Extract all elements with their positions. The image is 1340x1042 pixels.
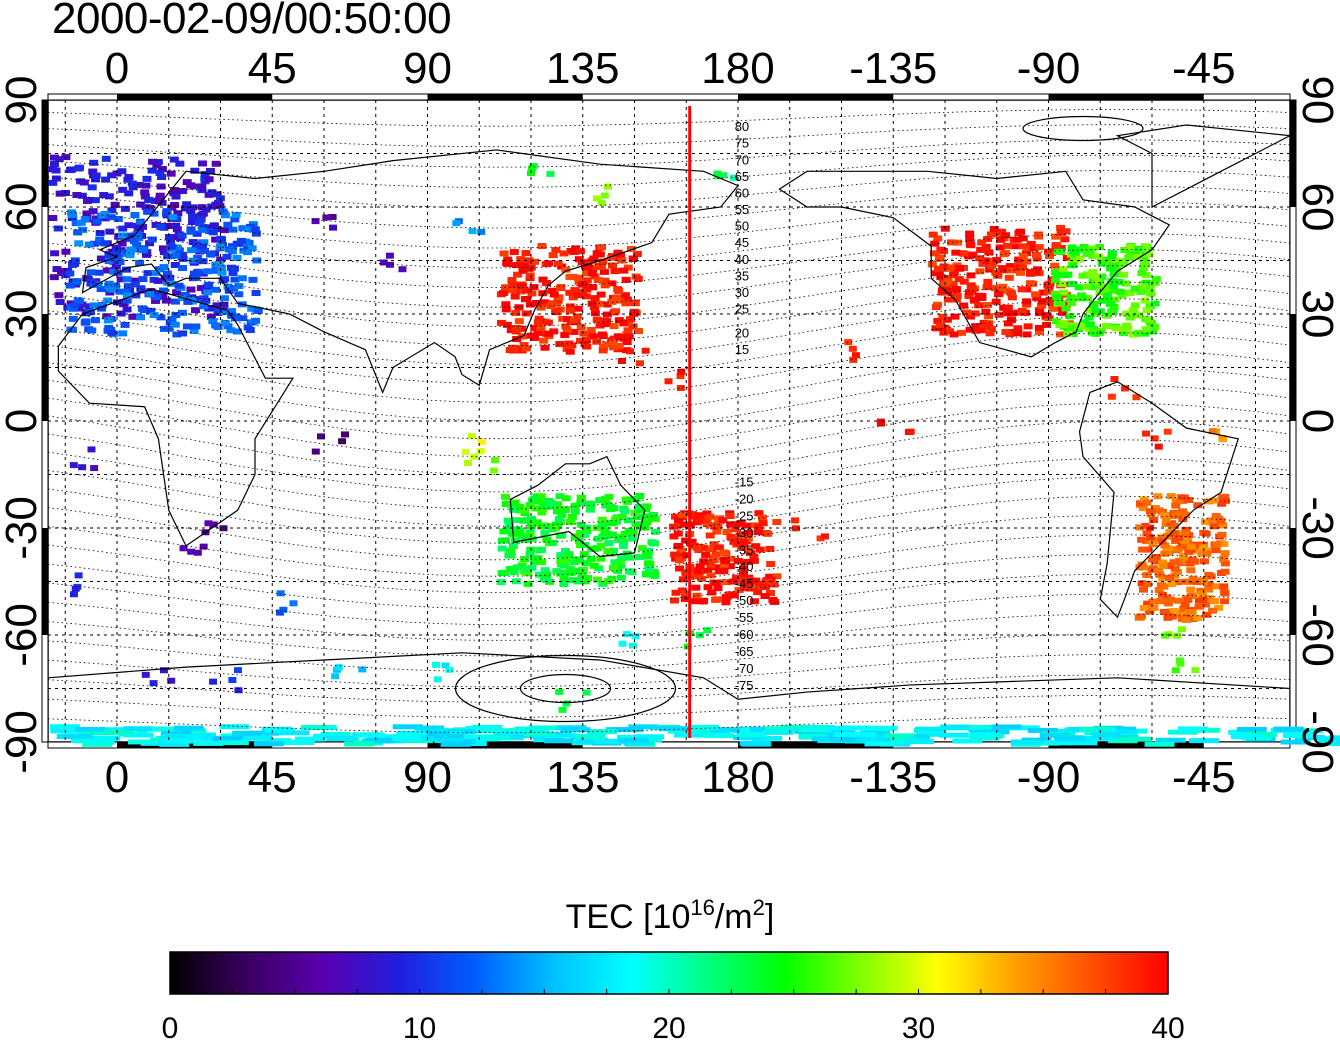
contour-label-north: 45 bbox=[735, 235, 749, 250]
north-pole-ring bbox=[1022, 115, 1144, 142]
left-lat-label: 30 bbox=[0, 290, 46, 339]
left-lat-label: -90 bbox=[0, 710, 46, 774]
coastline-europe-asia bbox=[81, 149, 739, 395]
contour-label-south: -55 bbox=[735, 610, 754, 625]
tec-data-layer bbox=[48, 154, 1340, 747]
right-lat-label: 0 bbox=[1293, 409, 1340, 433]
contour-label-south: -35 bbox=[735, 542, 754, 557]
top-lon-label: 135 bbox=[546, 44, 619, 93]
top-lon-label: 0 bbox=[105, 44, 129, 93]
contour-label-north: 30 bbox=[735, 285, 749, 300]
top-lon-label: 90 bbox=[403, 44, 452, 93]
top-lon-label: -45 bbox=[1172, 44, 1236, 93]
bottom-lon-label: 45 bbox=[248, 753, 297, 802]
contour-label-north: 15 bbox=[735, 342, 749, 357]
colorbar-tick-label: 10 bbox=[403, 1012, 436, 1042]
contour-label-south: -75 bbox=[735, 678, 754, 693]
left-lat-label: -30 bbox=[0, 496, 46, 560]
left-lat-label: 90 bbox=[0, 76, 46, 125]
contour-label-south: -30 bbox=[735, 525, 754, 540]
colorbar-tick-label: 30 bbox=[902, 1012, 935, 1042]
colorbar-gradient bbox=[169, 951, 1169, 995]
right-lat-label: -90 bbox=[1293, 710, 1340, 774]
contour-label-north: 60 bbox=[735, 185, 749, 200]
contour-label-south: -40 bbox=[735, 559, 754, 574]
contour-label-north: 40 bbox=[735, 252, 749, 267]
colorbar-tick-label: 20 bbox=[652, 1012, 685, 1042]
tec-region-2 bbox=[496, 243, 643, 355]
contour-label-north: 35 bbox=[735, 268, 749, 283]
map-title: 2000-02-09/00:50:00 bbox=[52, 0, 452, 43]
magnetic-contours: 8075706560555045403530252015-15-20-25-30… bbox=[47, 109, 1291, 733]
tec-region-3 bbox=[927, 224, 1074, 338]
coastline-africa bbox=[57, 288, 295, 547]
top-lon-label: 45 bbox=[248, 44, 297, 93]
contour-label-north: 50 bbox=[735, 219, 749, 234]
contour-label-south: -20 bbox=[735, 491, 754, 506]
top-lon-label: 180 bbox=[701, 44, 774, 93]
contour-label-north: 75 bbox=[735, 136, 749, 151]
bottom-lon-label: 90 bbox=[403, 753, 452, 802]
contour-label-north: 80 bbox=[735, 119, 749, 134]
tec-colorbar: 0 10 20 30 40 TEC [1016/m2] bbox=[162, 895, 1185, 1042]
bottom-lon-label: -45 bbox=[1172, 753, 1236, 802]
top-lon-label: -135 bbox=[849, 44, 937, 93]
contour-label-south: -45 bbox=[735, 576, 754, 591]
coastline-south-america bbox=[1078, 381, 1240, 619]
contour-label-south: -50 bbox=[735, 593, 754, 608]
tec-region-8 bbox=[49, 724, 1340, 747]
grid-lines bbox=[48, 100, 1290, 742]
right-lat-label: 60 bbox=[1293, 183, 1340, 232]
right-lat-label: -30 bbox=[1293, 496, 1340, 560]
bottom-lon-label: 135 bbox=[546, 753, 619, 802]
right-lat-label: 30 bbox=[1293, 290, 1340, 339]
contour-label-north: 20 bbox=[735, 325, 749, 340]
top-lon-label: -90 bbox=[1017, 44, 1081, 93]
contour-label-south: -60 bbox=[735, 627, 754, 642]
contour-label-south: -70 bbox=[735, 661, 754, 676]
map-frame bbox=[41, 93, 1297, 749]
contour-label-south: -25 bbox=[735, 508, 754, 523]
tec-scatter-points bbox=[69, 163, 1228, 713]
left-lat-label: -60 bbox=[0, 603, 46, 667]
contour-label-north: 65 bbox=[735, 169, 749, 184]
tec-region-1 bbox=[65, 208, 263, 338]
coastline-australia bbox=[509, 455, 646, 558]
tec-region-7 bbox=[496, 493, 661, 588]
contour-label-north: 70 bbox=[735, 152, 749, 167]
colorbar-tick-label: 40 bbox=[1151, 1012, 1184, 1042]
axis-labels: 0 45 90 135 180 -135 -90 -45 0 45 90 135 180 -135 -90 -… bbox=[0, 44, 1340, 802]
bottom-lon-label: 180 bbox=[701, 753, 774, 802]
bottom-lon-label: -90 bbox=[1017, 753, 1081, 802]
right-lat-label: -60 bbox=[1293, 603, 1340, 667]
bottom-lon-label: -135 bbox=[849, 753, 937, 802]
bottom-lon-label: 0 bbox=[105, 753, 129, 802]
contour-label-south: -15 bbox=[735, 475, 754, 490]
contour-label-south: -65 bbox=[735, 644, 754, 659]
colorbar-tick-label: 0 bbox=[162, 1012, 179, 1042]
contour-label-north: 55 bbox=[735, 202, 749, 217]
left-lat-label: 0 bbox=[0, 409, 46, 433]
colorbar-title: TEC [1016/m2] bbox=[566, 895, 775, 936]
left-lat-label: 60 bbox=[0, 183, 46, 232]
tec-region-6 bbox=[1134, 493, 1230, 623]
right-lat-label: 90 bbox=[1293, 76, 1340, 125]
coastline-greenland bbox=[1115, 124, 1293, 208]
